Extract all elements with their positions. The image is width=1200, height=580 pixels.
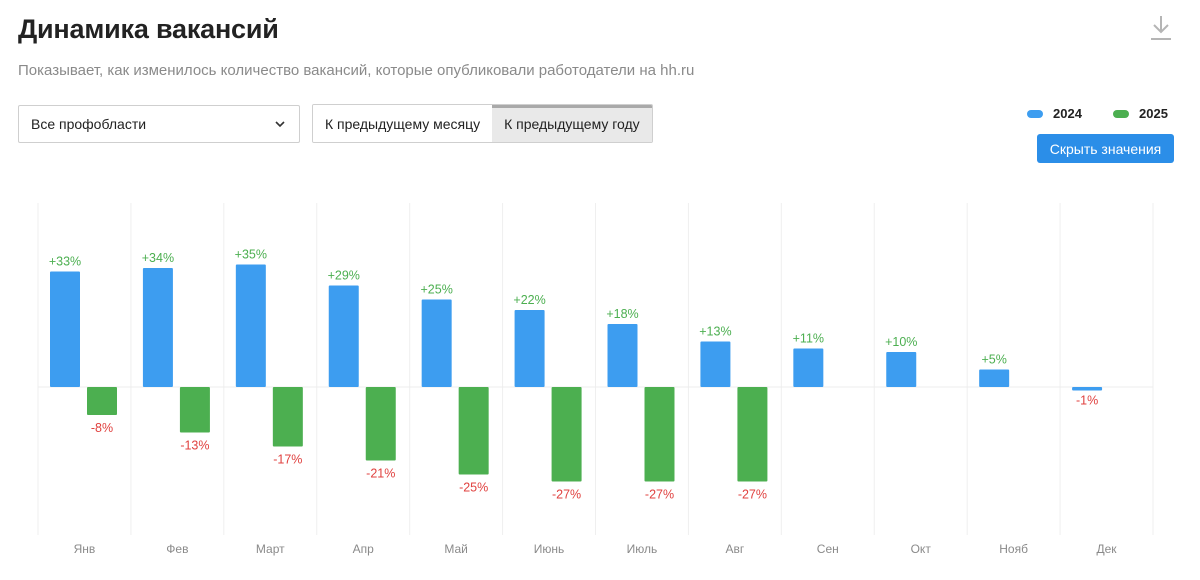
data-label-2024: +10% bbox=[885, 335, 917, 349]
bar-2024 bbox=[328, 285, 359, 387]
data-label-2024: +35% bbox=[235, 248, 267, 262]
data-label-2025: -27% bbox=[738, 488, 767, 502]
bar-2025 bbox=[737, 387, 768, 482]
data-label-2024: +18% bbox=[606, 307, 638, 321]
download-icon[interactable] bbox=[1148, 14, 1174, 42]
data-label-2024: +13% bbox=[699, 325, 731, 339]
x-tick-label: Сен bbox=[817, 542, 839, 556]
compare-toggle: К предыдущему месяцу К предыдущему году bbox=[312, 104, 653, 143]
legend-item-2024[interactable]: 2024 bbox=[1027, 106, 1082, 121]
compare-month-button[interactable]: К предыдущему месяцу bbox=[313, 105, 493, 142]
bar-2024 bbox=[514, 310, 545, 387]
data-label-2025: -17% bbox=[273, 453, 302, 467]
bar-2024 bbox=[421, 299, 452, 387]
bar-2024 bbox=[142, 268, 173, 387]
legend-label-2024: 2024 bbox=[1053, 106, 1082, 121]
x-tick-label: Нояб bbox=[999, 542, 1028, 556]
x-tick-label: Май bbox=[444, 542, 468, 556]
data-label-2024: -1% bbox=[1076, 394, 1098, 408]
data-label-2024: +29% bbox=[328, 269, 360, 283]
hide-values-button[interactable]: Скрыть значения bbox=[1037, 134, 1174, 163]
data-label-2024: +5% bbox=[981, 353, 1006, 367]
x-tick-label: Апр bbox=[353, 542, 375, 556]
data-label-2025: -27% bbox=[552, 488, 581, 502]
bar-2025 bbox=[365, 387, 396, 461]
data-label-2024: +34% bbox=[142, 251, 174, 265]
data-label-2024: +33% bbox=[49, 255, 81, 269]
bar-2025 bbox=[551, 387, 582, 482]
bar-2025 bbox=[179, 387, 210, 433]
bar-2024 bbox=[979, 369, 1010, 387]
x-tick-label: Дек bbox=[1097, 542, 1118, 556]
legend-swatch-2024 bbox=[1027, 109, 1043, 118]
data-label-2025: -25% bbox=[459, 481, 488, 495]
data-label-2024: +25% bbox=[421, 283, 453, 297]
data-label-2025: -8% bbox=[91, 421, 113, 435]
x-tick-label: Янв bbox=[74, 542, 96, 556]
bar-2025 bbox=[458, 387, 489, 475]
legend-swatch-2025 bbox=[1113, 109, 1129, 118]
x-tick-label: Июнь bbox=[534, 542, 565, 556]
bar-2024 bbox=[793, 348, 824, 387]
bar-2024 bbox=[50, 271, 80, 387]
profarea-select[interactable]: Все профобласти bbox=[18, 105, 300, 143]
bar-2024 bbox=[235, 264, 266, 387]
data-label-2025: -13% bbox=[180, 439, 209, 453]
x-tick-label: Авг bbox=[725, 542, 744, 556]
bar-2025 bbox=[272, 387, 303, 447]
x-tick-label: Фев bbox=[166, 542, 188, 556]
bar-2025 bbox=[644, 387, 675, 482]
bar-2024 bbox=[700, 341, 731, 387]
bar-2024 bbox=[607, 324, 638, 387]
bar-2024 bbox=[1072, 387, 1103, 391]
x-tick-label: Июль bbox=[627, 542, 658, 556]
legend-label-2025: 2025 bbox=[1139, 106, 1168, 121]
x-tick-label: Март bbox=[256, 542, 285, 556]
profarea-select-value: Все профобласти bbox=[31, 116, 147, 132]
bar-2025 bbox=[87, 387, 117, 415]
chevron-down-icon bbox=[275, 121, 285, 128]
data-label-2025: -21% bbox=[366, 467, 395, 481]
data-label-2025: -27% bbox=[645, 488, 674, 502]
data-label-2024: +11% bbox=[793, 332, 824, 346]
page-subtitle: Показывает, как изменилось количество ва… bbox=[18, 62, 695, 79]
page-title: Динамика вакансий bbox=[18, 14, 279, 44]
compare-year-button[interactable]: К предыдущему году bbox=[492, 105, 652, 142]
x-tick-label: Окт bbox=[911, 542, 932, 556]
legend-item-2025[interactable]: 2025 bbox=[1113, 106, 1168, 121]
bar-2024 bbox=[886, 352, 917, 387]
data-label-2024: +22% bbox=[513, 293, 545, 307]
